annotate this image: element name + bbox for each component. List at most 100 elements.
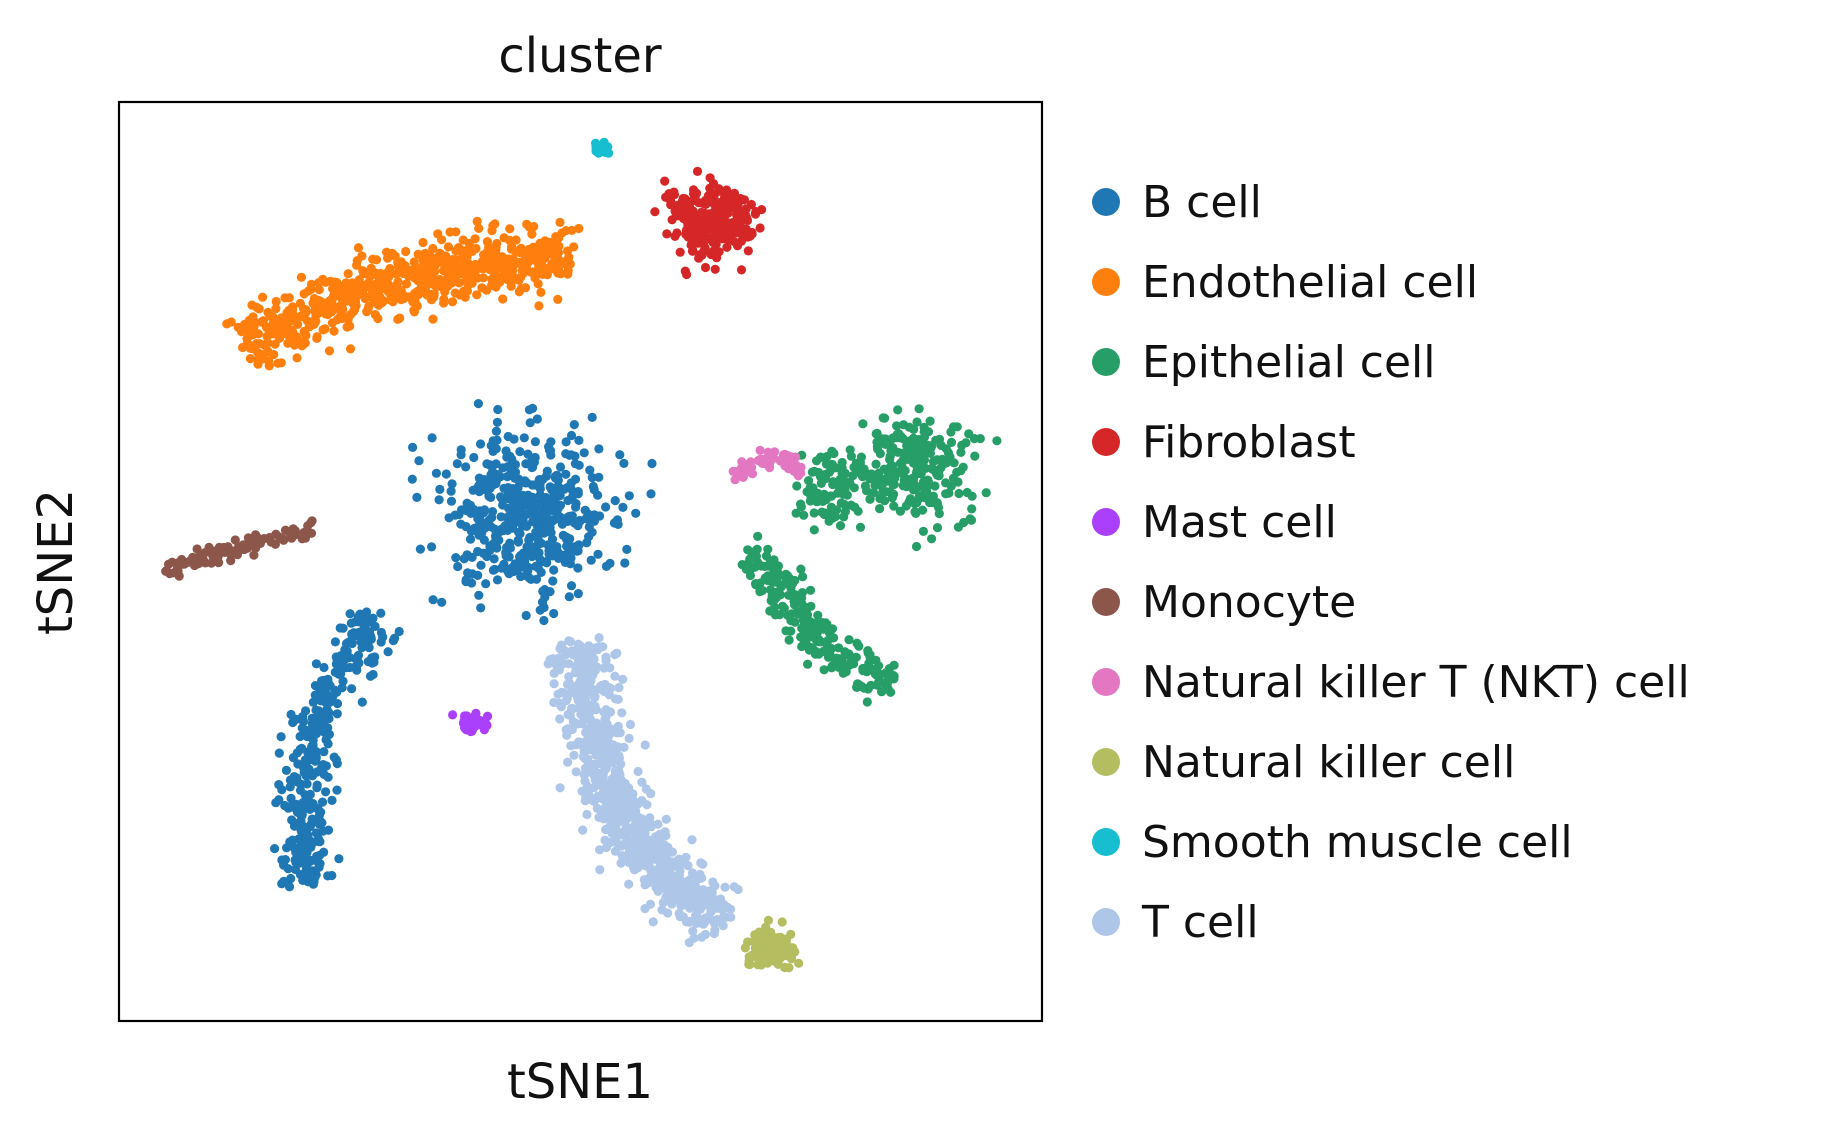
data-point bbox=[558, 530, 568, 541]
data-point bbox=[573, 563, 583, 573]
data-point bbox=[314, 278, 324, 288]
data-point bbox=[623, 838, 633, 848]
data-point bbox=[353, 243, 364, 253]
data-point bbox=[889, 501, 899, 511]
data-point bbox=[812, 456, 822, 466]
data-point bbox=[556, 269, 566, 279]
data-point bbox=[634, 798, 644, 808]
data-point bbox=[536, 567, 546, 578]
data-point bbox=[695, 216, 705, 226]
data-point bbox=[708, 213, 719, 223]
data-point bbox=[305, 789, 315, 800]
data-point bbox=[705, 173, 715, 183]
data-point bbox=[251, 530, 261, 540]
x-axis-label: tSNE1 bbox=[507, 1054, 653, 1110]
data-point bbox=[710, 881, 720, 891]
data-point bbox=[320, 324, 330, 334]
data-point bbox=[604, 755, 615, 765]
data-point bbox=[310, 306, 321, 316]
data-point bbox=[676, 901, 686, 911]
data-point bbox=[796, 606, 806, 616]
data-point bbox=[472, 216, 482, 226]
data-point bbox=[283, 864, 293, 874]
data-point bbox=[319, 662, 329, 673]
data-point bbox=[352, 260, 362, 270]
data-point bbox=[712, 227, 722, 237]
data-point bbox=[482, 459, 492, 469]
data-point bbox=[694, 874, 704, 884]
data-point bbox=[814, 637, 824, 647]
legend-item: Endothelial cell bbox=[1092, 257, 1478, 308]
data-point bbox=[844, 635, 854, 645]
data-point bbox=[860, 481, 871, 491]
data-point bbox=[276, 732, 286, 742]
data-point bbox=[728, 219, 738, 229]
data-point bbox=[445, 227, 455, 237]
data-point bbox=[299, 527, 309, 538]
data-point bbox=[409, 257, 419, 267]
data-point bbox=[704, 223, 714, 233]
data-point bbox=[814, 467, 824, 478]
data-point bbox=[587, 473, 597, 483]
data-point bbox=[466, 278, 476, 288]
data-point bbox=[642, 800, 652, 810]
data-point bbox=[435, 248, 445, 258]
data-point bbox=[898, 454, 909, 465]
data-point bbox=[451, 553, 461, 563]
data-point bbox=[827, 624, 838, 634]
legend-label: Fibroblast bbox=[1142, 417, 1356, 468]
data-point bbox=[793, 471, 804, 481]
data-point bbox=[444, 513, 454, 523]
data-point bbox=[613, 743, 623, 753]
data-point bbox=[946, 437, 957, 447]
data-point bbox=[732, 228, 742, 238]
data-point bbox=[726, 912, 736, 922]
data-point bbox=[467, 246, 477, 256]
data-point bbox=[325, 276, 335, 286]
data-point bbox=[465, 500, 476, 510]
data-point bbox=[488, 252, 498, 262]
data-point bbox=[739, 225, 749, 235]
data-point bbox=[515, 447, 525, 457]
data-point bbox=[573, 664, 583, 675]
data-point bbox=[582, 809, 592, 820]
data-point bbox=[479, 505, 490, 515]
data-point bbox=[574, 460, 584, 470]
plot-frame bbox=[117, 100, 1044, 1023]
data-point bbox=[965, 514, 975, 524]
data-point bbox=[514, 476, 524, 486]
data-point bbox=[367, 288, 377, 298]
data-point bbox=[729, 882, 739, 892]
data-point bbox=[803, 659, 813, 669]
data-point bbox=[348, 306, 359, 317]
data-point bbox=[284, 882, 295, 892]
data-point bbox=[487, 540, 497, 550]
data-point bbox=[465, 534, 476, 544]
data-point bbox=[874, 661, 884, 671]
data-point bbox=[568, 650, 578, 660]
data-point bbox=[465, 269, 475, 279]
data-point bbox=[931, 468, 941, 478]
data-point bbox=[357, 251, 367, 261]
data-point bbox=[582, 647, 593, 657]
data-point bbox=[645, 899, 656, 909]
data-point bbox=[552, 470, 562, 480]
series-smooth-muscle-cell bbox=[591, 137, 614, 158]
data-point bbox=[323, 309, 333, 320]
data-point bbox=[360, 630, 370, 640]
data-point bbox=[633, 766, 643, 777]
data-point bbox=[271, 296, 281, 307]
data-point bbox=[317, 676, 327, 686]
data-point bbox=[750, 562, 760, 572]
data-point bbox=[616, 775, 627, 786]
data-point bbox=[253, 359, 263, 369]
data-point bbox=[293, 319, 303, 329]
data-point bbox=[798, 572, 808, 582]
data-point bbox=[560, 650, 570, 660]
data-point bbox=[637, 777, 647, 787]
data-point bbox=[520, 493, 530, 503]
data-point bbox=[569, 750, 579, 760]
data-point bbox=[470, 234, 480, 244]
legend-label: Epithelial cell bbox=[1142, 337, 1436, 388]
data-point bbox=[589, 654, 599, 664]
